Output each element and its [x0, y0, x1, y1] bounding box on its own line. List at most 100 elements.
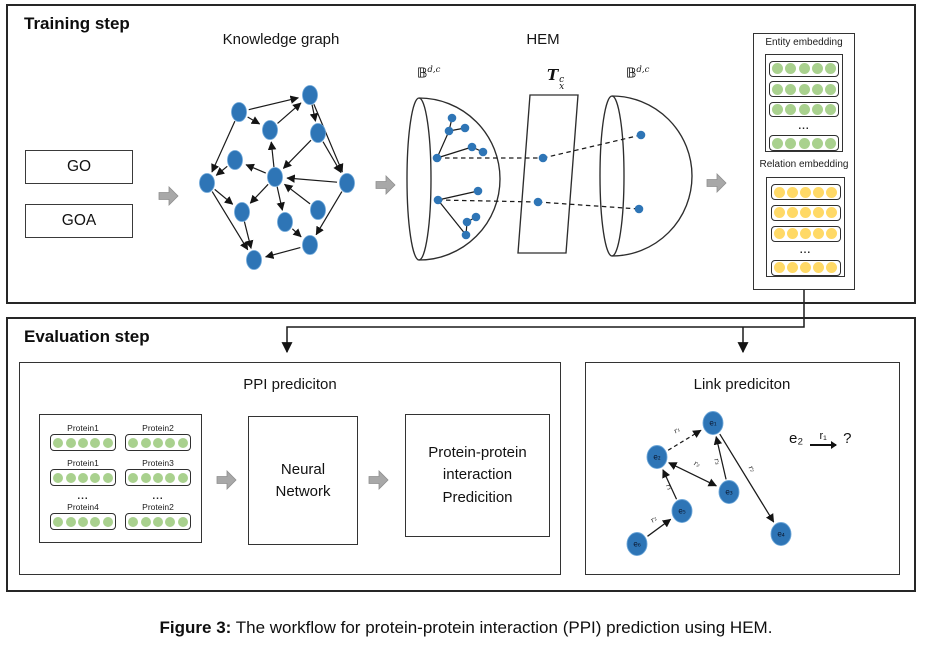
- connector-to-ppi: [281, 290, 805, 354]
- link-node-label: e₄: [777, 530, 785, 539]
- kg-node: [277, 212, 293, 232]
- link-edge-label: r₂: [649, 514, 659, 524]
- embedding-dot: [824, 63, 836, 75]
- left-hemisphere-rim: [406, 97, 432, 261]
- kg-node: [302, 85, 318, 105]
- nn-line-2: Network: [275, 482, 331, 500]
- link-edge-label: r₂: [747, 464, 757, 474]
- protein-embedding-panel: Protein1 Protein1... Protein4 Protein2 Prote…: [39, 414, 202, 543]
- mapping-dashed-line: [542, 134, 642, 159]
- tangent-point: [538, 153, 548, 163]
- embedding-dot: [102, 437, 113, 448]
- embedding-dot: [800, 207, 811, 219]
- knowledge-graph-label: Knowledge graph: [222, 31, 340, 48]
- kg-edge: [277, 102, 302, 124]
- link-node-label: e₆: [633, 540, 641, 549]
- pred-line-2: interaction: [442, 466, 513, 484]
- ellipsis: ...: [798, 120, 810, 132]
- pred-line-3: Predicition: [442, 488, 513, 506]
- protein-dot-row: [50, 434, 116, 451]
- embedding-row: [770, 204, 841, 221]
- ellipsis: ...: [152, 491, 164, 502]
- embedded-point: [444, 126, 454, 136]
- kg-edge: [249, 183, 269, 204]
- embedding-dot: [824, 103, 836, 115]
- mapping-dashed-line: [537, 201, 640, 210]
- link-prediction-label: Link prediciton: [693, 376, 791, 393]
- protein-column: Protein2 Protein3... Protein2: [121, 422, 195, 542]
- embedded-point: [433, 195, 443, 205]
- embedding-dot: [177, 516, 188, 527]
- flow-arrow-icon: [158, 186, 179, 206]
- embedded-point: [461, 230, 471, 240]
- embedding-dot: [786, 186, 798, 198]
- kg-node: [246, 250, 262, 270]
- embedding-output-panel: [753, 33, 855, 290]
- training-step-panel: [6, 4, 916, 304]
- link-node-label: e₁: [709, 419, 717, 428]
- kg-edge: [309, 104, 319, 122]
- protein-label: Protein3: [142, 458, 174, 468]
- embedding-dot: [53, 437, 64, 448]
- embedding-dot: [165, 437, 176, 448]
- embedded-point: [473, 186, 483, 196]
- protein-dot-row: [50, 469, 116, 486]
- link-node: [718, 480, 740, 504]
- link-node-label: e₂: [653, 453, 661, 462]
- embedded-point: [478, 147, 488, 157]
- link-edge-label: r₂: [692, 459, 701, 469]
- embedding-dot: [772, 137, 784, 149]
- protein-dot-row: [125, 469, 191, 486]
- caption-prefix: Figure 3:: [159, 618, 232, 637]
- embedding-dot: [813, 228, 825, 240]
- left-hemisphere-dome: [418, 97, 501, 261]
- link-node: [770, 522, 792, 546]
- embedding-dot: [826, 228, 838, 240]
- query-head-entity: e₂: [789, 430, 804, 447]
- embedding-dot: [798, 103, 810, 115]
- tangent-point: [533, 197, 543, 207]
- link-edge-label: r₃: [712, 458, 721, 466]
- link-node-label: e₅: [678, 507, 686, 516]
- protein-label: Protein1: [67, 423, 99, 433]
- protein-label: Protein1: [67, 458, 99, 468]
- query-relation: r₁: [819, 430, 827, 443]
- query-target-mark: ?: [843, 430, 852, 447]
- link-node: [646, 445, 668, 469]
- mapped-point: [636, 130, 646, 140]
- kg-node: [310, 123, 326, 143]
- kg-edge: [267, 141, 277, 168]
- kg-node: [310, 200, 326, 220]
- kg-edge: [211, 191, 249, 251]
- embedding-dot: [102, 472, 113, 483]
- ellipsis: ...: [77, 491, 89, 502]
- double-struck-b: 𝔹: [417, 65, 428, 82]
- double-struck-b: 𝔹: [626, 65, 637, 82]
- embedding-dot: [165, 516, 176, 527]
- right-hemisphere-dome: [611, 95, 693, 257]
- embedding-dot: [78, 437, 88, 448]
- mapping-dashed-line: [437, 199, 539, 203]
- caption-text: The workflow for protein-protein interac…: [235, 618, 773, 637]
- embedding-row: [769, 101, 839, 118]
- kg-edge: [211, 120, 236, 173]
- kg-edge: [215, 165, 228, 176]
- embedding-dot: [65, 472, 76, 483]
- embedding-row: [769, 61, 839, 77]
- embedding-dot: [786, 228, 798, 240]
- link-prediction-box: [585, 362, 900, 575]
- embedding-dot: [773, 186, 785, 198]
- embedding-dot: [826, 262, 838, 274]
- flow-arrow-icon: [375, 175, 396, 195]
- embedded-point: [462, 217, 472, 227]
- kg-node: [234, 202, 250, 222]
- embedding-dot: [824, 83, 836, 95]
- embedding-row: [770, 259, 841, 276]
- embedding-dot: [798, 137, 810, 149]
- embedding-dot: [811, 63, 823, 75]
- embedding-dot: [811, 83, 823, 95]
- embedding-dot: [153, 437, 163, 448]
- ppi-prediction-label: PPI prediciton: [243, 376, 337, 393]
- embedding-dot: [773, 207, 785, 219]
